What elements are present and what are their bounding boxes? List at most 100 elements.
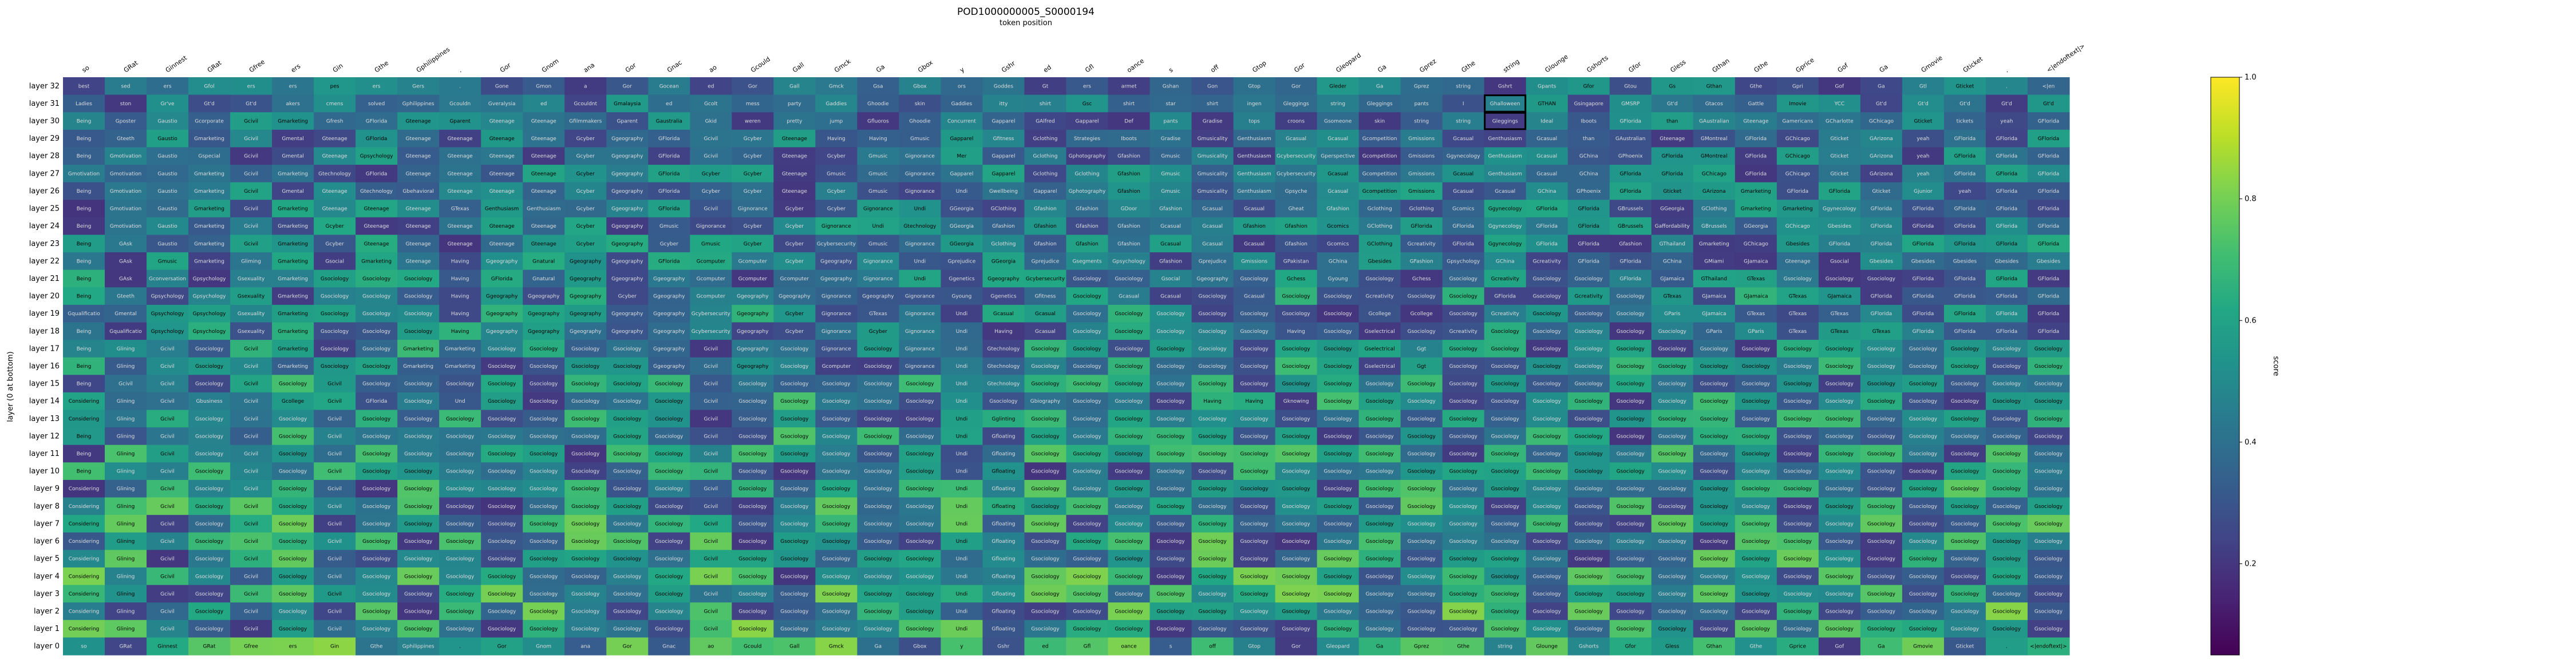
- heatmap-cell: [1943, 515, 1986, 533]
- heatmap-cell: [63, 287, 105, 305]
- cell-label: Undi: [872, 224, 884, 229]
- cell-label: Ggeography: [528, 329, 560, 335]
- heatmap-cell: [1943, 410, 1986, 428]
- cell-label: Gsociology: [1867, 557, 1896, 562]
- heatmap-cell: [1191, 235, 1234, 253]
- heatmap-cell: [272, 444, 314, 463]
- cell-label: GFlorida: [2038, 189, 2060, 194]
- heatmap-cell: [1149, 147, 1192, 165]
- heatmap-cell: [773, 392, 816, 411]
- cell-label: Gcivil: [244, 399, 258, 404]
- cell-label: Gmarketing: [278, 224, 308, 229]
- cell-label: Gcybersecurity: [692, 311, 731, 317]
- heatmap-cell: [355, 375, 398, 393]
- cell-label: Gsociology: [1700, 469, 1729, 475]
- cell-label: Gmusic: [1161, 189, 1180, 194]
- heatmap-cell: [272, 392, 314, 411]
- cell-label: Gsociology: [321, 276, 349, 282]
- cell-label: Gsociology: [571, 382, 600, 387]
- heatmap-cell: [1442, 462, 1485, 481]
- cell-label: ers: [164, 84, 172, 89]
- heatmap-cell: [1024, 340, 1067, 358]
- cell-label: Glining: [117, 574, 135, 579]
- cell-label: Gsociology: [1282, 364, 1311, 370]
- heatmap-cell: [1400, 567, 1443, 586]
- cell-label: Gtechnology: [903, 224, 937, 229]
- heatmap-cell: [1400, 287, 1443, 305]
- cell-label: Gteenage: [364, 241, 390, 247]
- cell-label: Gsociology: [655, 416, 683, 422]
- cell-label: Gcivil: [327, 399, 342, 404]
- cell-label: Gspecial: [198, 154, 220, 160]
- heatmap-cell: [564, 94, 607, 113]
- heatmap-cell: [1191, 462, 1234, 481]
- cell-label: Gsociology: [655, 609, 683, 614]
- heatmap-cell: [439, 112, 481, 130]
- cell-label: Gsociology: [738, 399, 767, 404]
- heatmap-cell: [1776, 165, 1819, 183]
- cell-label: Gsociology: [1408, 539, 1436, 545]
- cell-label: Gcivil: [244, 469, 258, 475]
- cell-label: ed: [1042, 644, 1048, 650]
- x-tick-label: Ginnest: [164, 54, 189, 74]
- cell-label: Gsociology: [571, 521, 600, 527]
- heatmap-cell: [1860, 462, 1903, 481]
- heatmap-cell: [63, 200, 105, 218]
- heatmap-cell: [1317, 602, 1360, 621]
- cell-label: Gsociology: [1491, 434, 1520, 439]
- heatmap-cell: [1735, 235, 1777, 253]
- heatmap-cell: [1400, 235, 1443, 253]
- heatmap-cell: [1693, 129, 1736, 148]
- heatmap-cell: [523, 410, 565, 428]
- heatmap-cell: [439, 497, 481, 515]
- heatmap-cell: [439, 235, 481, 253]
- cell-label: Gsociology: [1826, 557, 1854, 562]
- cell-label: GFlorida: [1578, 241, 1599, 247]
- cell-label: Gthe: [370, 644, 383, 650]
- heatmap-cell: [1902, 444, 1945, 463]
- cell-label: Gcivil: [704, 521, 718, 527]
- cell-label: Gfashion: [1285, 224, 1307, 229]
- cell-label: Gcompetition: [1362, 189, 1397, 194]
- cell-label: Gfashion: [1034, 241, 1057, 247]
- cell-label: Gtechnology: [987, 382, 1020, 387]
- cell-label: Gmusic: [158, 259, 177, 264]
- heatmap-cell: [1609, 620, 1652, 638]
- heatmap-cell: [105, 410, 147, 428]
- heatmap-cell: [1484, 602, 1527, 621]
- cell-label: Gclothing: [1033, 154, 1057, 160]
- heatmap-cell: [815, 585, 858, 603]
- cell-label: Gsociology: [1366, 626, 1394, 632]
- cell-label: Gsociology: [2034, 469, 2063, 475]
- heatmap-cell: [1233, 217, 1276, 236]
- cell-label: Gcyber: [576, 136, 595, 142]
- heatmap-cell: [2027, 515, 2070, 533]
- cell-label: Gteenage: [531, 154, 557, 160]
- heatmap-cell: [1149, 585, 1192, 603]
- cell-label: Glining: [117, 504, 135, 510]
- heatmap-cell: [1860, 112, 1903, 130]
- heatmap-cell: [2027, 322, 2070, 340]
- heatmap-cell: [355, 637, 398, 656]
- cell-label: Gcomics: [1452, 207, 1475, 212]
- cell-label: Gmarketing: [278, 329, 308, 335]
- heatmap-cell: [188, 515, 231, 533]
- heatmap-cell: [1860, 515, 1903, 533]
- heatmap-cell: [982, 322, 1025, 340]
- x-tick-label: Gthe: [1460, 59, 1476, 74]
- heatmap-cell: [355, 165, 398, 183]
- heatmap-cell: [1567, 182, 1610, 200]
- cell-label: Gsociology: [195, 434, 224, 439]
- cell-label: Gcivil: [704, 539, 718, 545]
- cell-label: Gcyber: [827, 154, 846, 160]
- heatmap-cell: [1776, 129, 1819, 148]
- cell-label: Gsociology: [1198, 382, 1227, 387]
- cell-label: Gsociology: [1533, 346, 1562, 352]
- heatmap-cell: [606, 515, 649, 533]
- heatmap-cell: [1985, 340, 2028, 358]
- heatmap-cell: [188, 637, 231, 656]
- cell-label: Gpsychology: [151, 329, 185, 335]
- heatmap-cell: [272, 147, 314, 165]
- cell-label: Gsociology: [1951, 434, 1980, 439]
- heatmap-cell: [230, 479, 272, 498]
